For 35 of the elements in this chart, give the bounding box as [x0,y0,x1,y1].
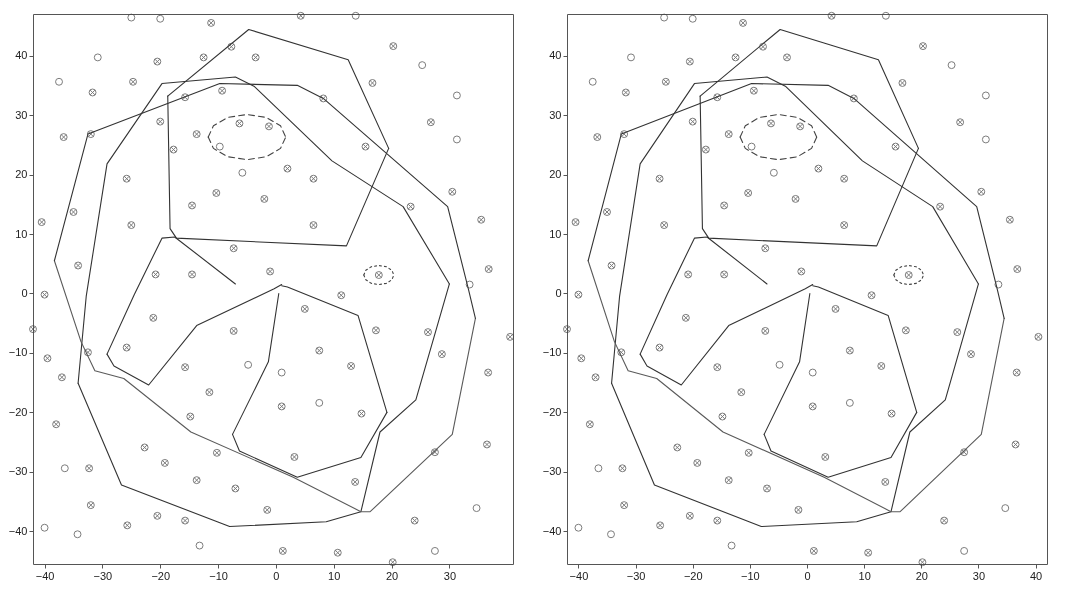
x-tick-label: −10 [741,569,760,582]
y-tick-label: 10 [549,227,562,240]
y-tick-label: −30 [8,465,28,478]
y-tick-label: −20 [8,405,28,418]
y-tick-label: 10 [15,227,28,240]
y-tick-label: 40 [15,49,28,62]
y-tick-label: −40 [8,524,28,537]
x-tick-label: 0 [273,569,280,582]
x-tick-label: 40 [1029,569,1043,582]
y-tick-label: −10 [8,346,28,359]
y-tick-label: −30 [542,465,562,478]
x-tick-label: 20 [915,569,928,582]
x-tick-label: −30 [626,569,646,582]
x-tick-label: −30 [93,569,113,582]
x-tick-label: 10 [858,569,871,582]
y-tick-label: 40 [549,49,562,62]
y-tick-label: 0 [21,286,28,299]
y-tick-label: 20 [15,168,28,181]
x-tick-label: −40 [35,569,55,582]
y-tick-label: 30 [549,108,562,121]
x-tick-label: 20 [385,569,399,582]
y-tick-label: −20 [542,405,562,418]
x-tick-label: −40 [569,569,589,582]
y-tick-label: 20 [549,168,562,181]
y-tick-label: −40 [542,524,562,537]
x-tick-label: 30 [972,569,986,582]
y-tick-label: 0 [555,286,562,299]
x-tick-label: 10 [328,569,341,582]
x-tick-label: −20 [151,569,171,582]
x-tick-label: −20 [683,569,703,582]
x-tick-label: 30 [443,569,457,582]
y-tick-label: 30 [15,108,28,121]
y-tick-label: −10 [542,346,562,359]
x-tick-label: −10 [209,569,228,582]
x-tick-label: 0 [804,569,811,582]
